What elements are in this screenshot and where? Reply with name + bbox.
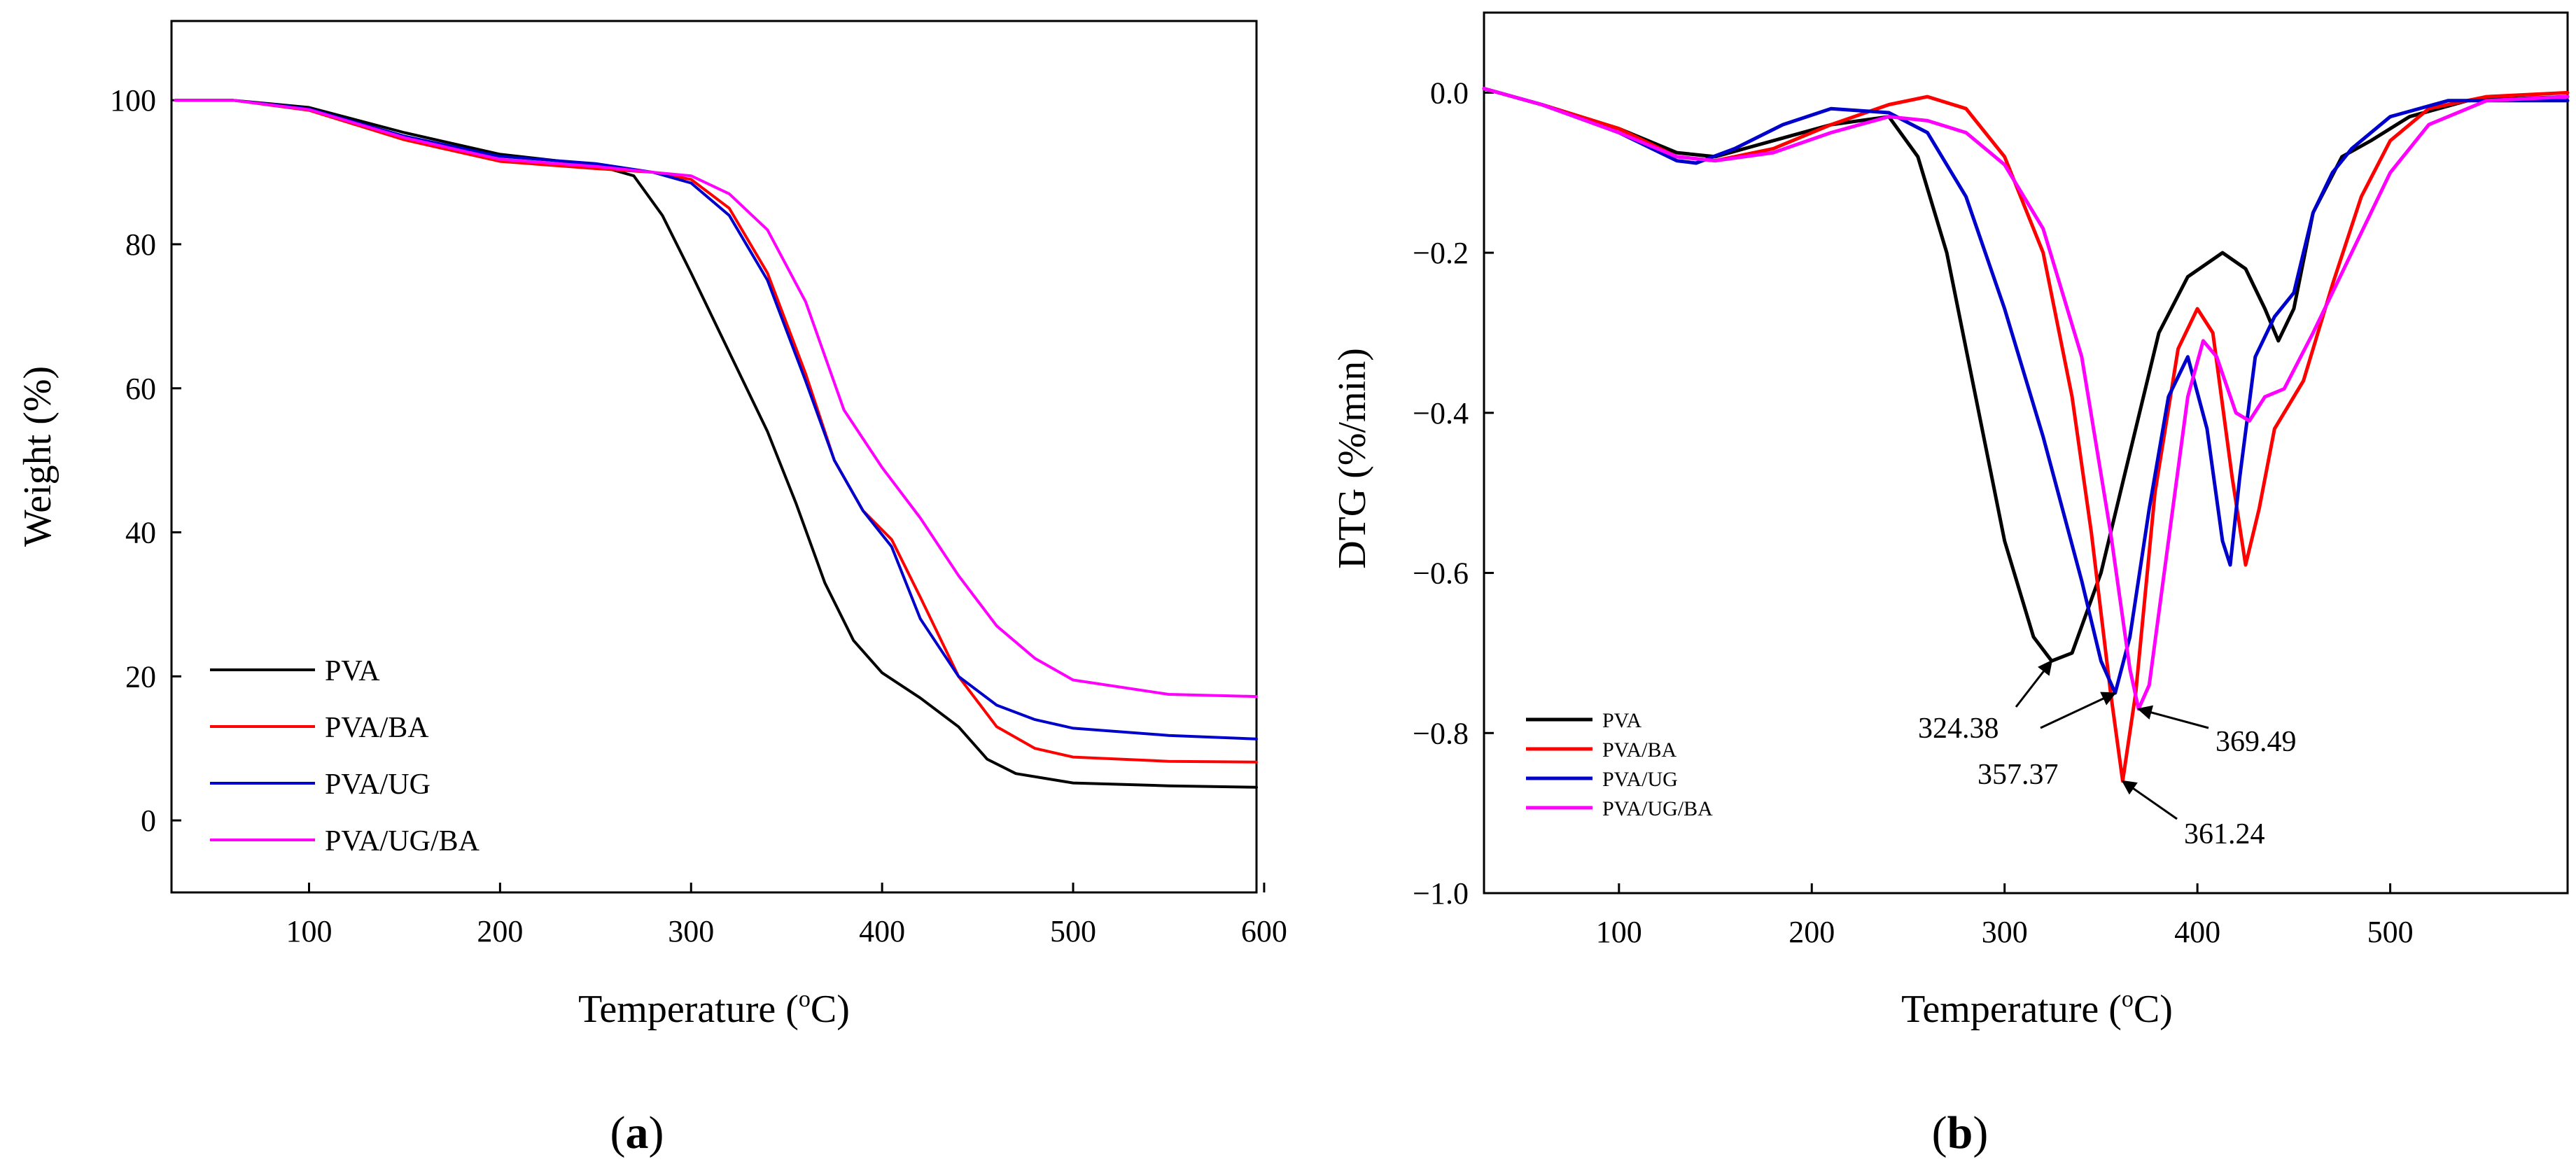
y-tick-label: −0.4 <box>1413 396 1469 430</box>
annotation-label-324-38: 324.38 <box>1918 713 1999 745</box>
y-tick-label: 80 <box>125 227 156 262</box>
chart-a-weight: 100 200 300 400 500 600 0 20 40 60 80 100 PVA PVA/BA… <box>16 20 1287 1158</box>
annotation-label-357-37: 357.37 <box>1977 759 2059 791</box>
x-tick-label: 100 <box>1596 915 1642 949</box>
chart-b-frame <box>1483 11 2569 895</box>
x-tick-label: 600 <box>1241 914 1287 948</box>
x-tick-label: 200 <box>1788 915 1835 949</box>
x-tick-label: 500 <box>1050 914 1096 948</box>
series-line-pva <box>174 99 1258 789</box>
chart-b-ylabel: DTG (%/min) <box>1331 348 1374 569</box>
chart-b-xlabel: Temperature (oC) <box>1901 986 2173 1031</box>
y-tick-label: −0.8 <box>1413 716 1469 750</box>
x-tick-label: 300 <box>1982 915 2028 949</box>
x-tick-label: 400 <box>859 914 905 948</box>
series-line-pva-ba <box>1482 87 2570 783</box>
x-tick-label: 500 <box>2367 915 2414 949</box>
annotation-arrow-357-37 <box>2040 692 2117 729</box>
y-tick-label: 0 <box>141 804 156 838</box>
chart-a-frame <box>170 20 1258 894</box>
y-tick-label: 60 <box>125 372 156 406</box>
legend-label-pva-ug-ba: PVA/UG/BA <box>325 825 480 857</box>
y-tick-label: 40 <box>125 516 156 550</box>
x-tick-label: 100 <box>286 914 332 948</box>
y-tick-label: 100 <box>110 83 156 118</box>
series-line-pva-ug-ba <box>174 99 1258 699</box>
y-tick-label: −0.2 <box>1413 236 1469 270</box>
series-line-pva-ug <box>1482 87 2570 695</box>
legend-label-pva: PVA <box>1602 709 1642 732</box>
y-tick-label: −0.6 <box>1413 556 1469 591</box>
chart-a-xlabel: Temperature (oC) <box>578 986 850 1031</box>
x-tick-label: 200 <box>477 914 523 948</box>
panel-label-a: (a) <box>610 1107 664 1158</box>
legend-label-pva: PVA <box>325 655 380 687</box>
x-tick-label: 300 <box>668 914 714 948</box>
annotation-arrow-324-38 <box>2015 659 2053 708</box>
panel-label-b: (b) <box>1932 1107 1989 1158</box>
legend-label-pva-ug: PVA/UG <box>1602 768 1678 791</box>
chart-a-ylabel: Weight (%) <box>16 366 59 547</box>
y-tick-label: −1.0 <box>1413 876 1469 911</box>
legend-label-pva-ba: PVA/BA <box>1602 738 1676 762</box>
annotation-arrow-369-49 <box>2137 705 2209 729</box>
series-line-pva-ug <box>174 99 1258 741</box>
series-line-pva-ba <box>174 99 1258 764</box>
x-tick-label: 400 <box>2174 915 2220 949</box>
chart-b-dtg: 100 200 300 400 500 0.0 −0.2 −0.4 −0.6 −0.8 −1.0 P… <box>1331 11 2570 1158</box>
legend-label-pva-ba: PVA/BA <box>325 712 429 744</box>
legend-label-pva-ug-ba: PVA/UG/BA <box>1602 797 1713 820</box>
y-tick-label: 0.0 <box>1430 76 1469 110</box>
y-tick-label: 20 <box>125 659 156 694</box>
annotation-label-369-49: 369.49 <box>2216 726 2297 758</box>
legend-label-pva-ug: PVA/UG <box>325 769 430 801</box>
annotation-arrow-361-24 <box>2121 780 2178 820</box>
annotation-label-361-24: 361.24 <box>2184 818 2265 850</box>
